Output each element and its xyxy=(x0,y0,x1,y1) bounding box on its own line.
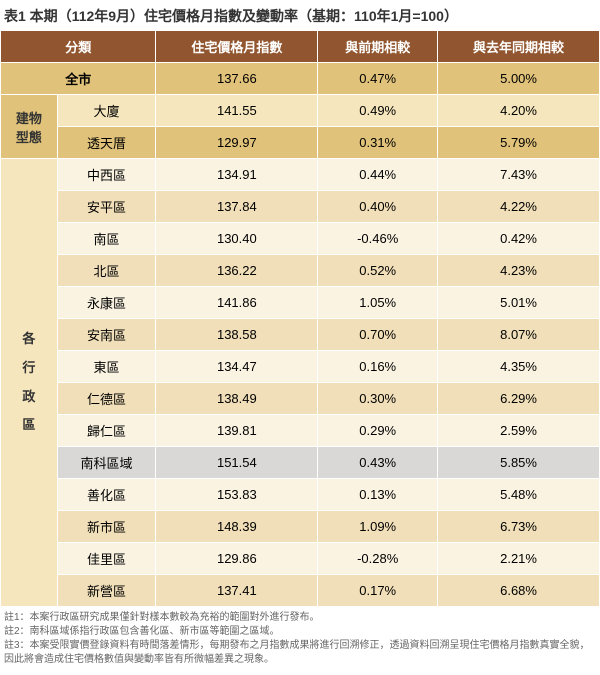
cell-district-name: 新營區 xyxy=(57,575,156,607)
row-district: 善化區153.830.13%5.48% xyxy=(1,479,600,511)
cell-district-index: 137.41 xyxy=(156,575,318,607)
row-district: 安南區138.580.70%8.07% xyxy=(1,319,600,351)
cell-district-name: 新市區 xyxy=(57,511,156,543)
cell-district-name: 永康區 xyxy=(57,287,156,319)
cell-district-name: 歸仁區 xyxy=(57,415,156,447)
table-body: 全市 137.66 0.47% 5.00% 建物型態 大廈 141.55 0.4… xyxy=(1,63,600,607)
cell-district-yoy: 5.85% xyxy=(438,447,600,479)
col-category: 分類 xyxy=(1,31,156,63)
row-building-type: 透天厝 129.97 0.31% 5.79% xyxy=(1,127,600,159)
cell-district-mom: 0.30% xyxy=(318,383,438,415)
cell-district-mom: -0.28% xyxy=(318,543,438,575)
row-citywide: 全市 137.66 0.47% 5.00% xyxy=(1,63,600,95)
cell-bt-index: 129.97 xyxy=(156,127,318,159)
group-districts: 各行政區 xyxy=(1,159,58,607)
cell-district-mom: 0.44% xyxy=(318,159,438,191)
row-district: 南區130.40-0.46%0.42% xyxy=(1,223,600,255)
cell-district-index: 136.22 xyxy=(156,255,318,287)
cell-district-mom: 0.29% xyxy=(318,415,438,447)
row-district: 新營區137.410.17%6.68% xyxy=(1,575,600,607)
cell-citywide-yoy: 5.00% xyxy=(438,63,600,95)
cell-citywide-mom: 0.47% xyxy=(318,63,438,95)
footnote: 註1：本案行政區研究成果僅針對樣本數較為充裕的範圍對外進行發布。 xyxy=(4,611,596,625)
cell-district-yoy: 4.35% xyxy=(438,351,600,383)
cell-district-yoy: 8.07% xyxy=(438,319,600,351)
col-mom: 與前期相較 xyxy=(318,31,438,63)
cell-district-name: 中西區 xyxy=(57,159,156,191)
cell-bt-yoy: 4.20% xyxy=(438,95,600,127)
cell-bt-name: 透天厝 xyxy=(57,127,156,159)
cell-district-index: 153.83 xyxy=(156,479,318,511)
row-district: 新市區148.391.09%6.73% xyxy=(1,511,600,543)
cell-bt-mom: 0.31% xyxy=(318,127,438,159)
cell-district-index: 138.58 xyxy=(156,319,318,351)
cell-district-mom: 0.43% xyxy=(318,447,438,479)
cell-citywide-index: 137.66 xyxy=(156,63,318,95)
row-district: 北區136.220.52%4.23% xyxy=(1,255,600,287)
cell-district-yoy: 5.48% xyxy=(438,479,600,511)
cell-bt-index: 141.55 xyxy=(156,95,318,127)
cell-district-name: 南區 xyxy=(57,223,156,255)
cell-district-name: 東區 xyxy=(57,351,156,383)
col-index: 住宅價格月指數 xyxy=(156,31,318,63)
cell-district-name: 安平區 xyxy=(57,191,156,223)
cell-district-yoy: 4.22% xyxy=(438,191,600,223)
row-building-type: 建物型態 大廈 141.55 0.49% 4.20% xyxy=(1,95,600,127)
cell-district-mom: 1.09% xyxy=(318,511,438,543)
cell-district-mom: 0.40% xyxy=(318,191,438,223)
cell-district-index: 151.54 xyxy=(156,447,318,479)
cell-district-index: 148.39 xyxy=(156,511,318,543)
row-district: 各行政區中西區134.910.44%7.43% xyxy=(1,159,600,191)
cell-bt-yoy: 5.79% xyxy=(438,127,600,159)
cell-district-name: 安南區 xyxy=(57,319,156,351)
cell-district-yoy: 6.29% xyxy=(438,383,600,415)
cell-district-yoy: 4.23% xyxy=(438,255,600,287)
table-title: 表1 本期（112年9月）住宅價格月指數及變動率（基期：110年1月=100） xyxy=(0,0,600,30)
cell-district-mom: 0.52% xyxy=(318,255,438,287)
row-district: 南科區域151.540.43%5.85% xyxy=(1,447,600,479)
col-yoy: 與去年同期相較 xyxy=(438,31,600,63)
footnotes: 註1：本案行政區研究成果僅針對樣本數較為充裕的範圍對外進行發布。 註2：南科區域… xyxy=(0,607,600,675)
footnote: 註2：南科區域係指行政區包含善化區、新市區等範圍之區域。 xyxy=(4,625,596,639)
cell-district-index: 134.47 xyxy=(156,351,318,383)
footnote: 註3：本案受限實價登錄資料有時間落差情形，每期發布之月指數成果將進行回溯修正，透… xyxy=(4,639,596,667)
cell-district-name: 南科區域 xyxy=(57,447,156,479)
row-district: 安平區137.840.40%4.22% xyxy=(1,191,600,223)
cell-district-mom: 0.13% xyxy=(318,479,438,511)
cell-district-yoy: 0.42% xyxy=(438,223,600,255)
cell-district-yoy: 5.01% xyxy=(438,287,600,319)
cell-district-index: 141.86 xyxy=(156,287,318,319)
row-district: 永康區141.861.05%5.01% xyxy=(1,287,600,319)
cell-district-yoy: 6.68% xyxy=(438,575,600,607)
row-district: 仁德區138.490.30%6.29% xyxy=(1,383,600,415)
row-district: 歸仁區139.810.29%2.59% xyxy=(1,415,600,447)
cell-bt-name: 大廈 xyxy=(57,95,156,127)
cell-district-index: 129.86 xyxy=(156,543,318,575)
cell-district-yoy: 2.21% xyxy=(438,543,600,575)
cell-district-index: 137.84 xyxy=(156,191,318,223)
cell-district-name: 仁德區 xyxy=(57,383,156,415)
cell-district-name: 北區 xyxy=(57,255,156,287)
cell-district-yoy: 2.59% xyxy=(438,415,600,447)
cell-district-index: 130.40 xyxy=(156,223,318,255)
cell-district-mom: 0.70% xyxy=(318,319,438,351)
price-index-table: 分類 住宅價格月指數 與前期相較 與去年同期相較 全市 137.66 0.47%… xyxy=(0,30,600,607)
cell-district-mom: 1.05% xyxy=(318,287,438,319)
row-district: 東區134.470.16%4.35% xyxy=(1,351,600,383)
cell-district-index: 139.81 xyxy=(156,415,318,447)
cell-district-name: 善化區 xyxy=(57,479,156,511)
cell-district-mom: 0.16% xyxy=(318,351,438,383)
cell-district-name: 佳里區 xyxy=(57,543,156,575)
cell-district-yoy: 7.43% xyxy=(438,159,600,191)
cell-bt-mom: 0.49% xyxy=(318,95,438,127)
cell-district-yoy: 6.73% xyxy=(438,511,600,543)
row-district: 佳里區129.86-0.28%2.21% xyxy=(1,543,600,575)
cell-district-mom: -0.46% xyxy=(318,223,438,255)
cell-district-index: 138.49 xyxy=(156,383,318,415)
group-building-type: 建物型態 xyxy=(1,95,58,159)
cell-citywide-label: 全市 xyxy=(1,63,156,95)
cell-district-index: 134.91 xyxy=(156,159,318,191)
cell-district-mom: 0.17% xyxy=(318,575,438,607)
